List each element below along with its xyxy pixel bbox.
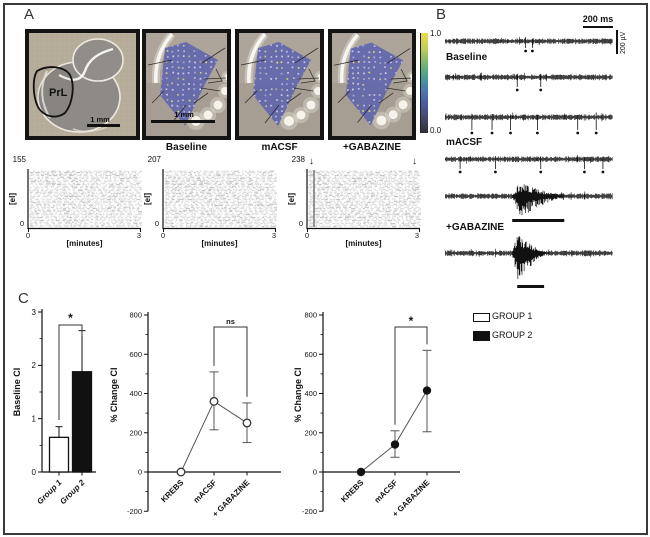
time-scale-bar bbox=[583, 26, 613, 28]
trace-macsf-1 bbox=[445, 112, 613, 135]
svg-text:KREBS: KREBS bbox=[159, 478, 186, 505]
application-arrow-right: ↓ bbox=[412, 156, 417, 167]
overlay-scale-label: 1 mm bbox=[174, 110, 194, 119]
raster1-xlabel: [minutes] bbox=[66, 239, 103, 248]
brain-slice-photo: PrL bbox=[25, 29, 140, 140]
colorbar-min-label: 0.0 bbox=[430, 126, 442, 135]
voltage-scale-label: 200 µV bbox=[620, 31, 627, 55]
svg-text:*: * bbox=[409, 314, 414, 328]
colorbar-max-label: 1.0 bbox=[430, 29, 442, 38]
condition-label-macsf: mACSF bbox=[261, 142, 298, 153]
svg-text:-200: -200 bbox=[127, 507, 142, 516]
prl-region-outline bbox=[32, 66, 74, 118]
svg-text:0: 0 bbox=[32, 468, 37, 477]
raster-plot-1 bbox=[27, 169, 142, 232]
overlay-drawing-macsf bbox=[239, 33, 320, 136]
raster2-count: 207 bbox=[147, 155, 161, 164]
slice-scale-bar bbox=[87, 124, 120, 127]
time-scale-label: 200 ms bbox=[582, 14, 614, 24]
condition-label-gabazine: +GABAZINE bbox=[342, 142, 402, 153]
voltage-scale-bar bbox=[616, 30, 618, 54]
raster1-xtick0: 0 bbox=[25, 231, 31, 240]
raster3-xtick3: 3 bbox=[414, 231, 420, 240]
raster2-ytick0: 0 bbox=[154, 219, 160, 228]
svg-text:800: 800 bbox=[129, 311, 142, 320]
raster1-count: 155 bbox=[12, 155, 26, 164]
legend-swatch-group2 bbox=[473, 331, 490, 341]
raster-plot-2 bbox=[162, 169, 277, 232]
svg-text:0: 0 bbox=[313, 468, 317, 477]
overlay-drawing-gabazine bbox=[332, 33, 412, 136]
svg-text:2: 2 bbox=[32, 361, 37, 370]
raster2-xtick3: 3 bbox=[271, 231, 277, 240]
panel-c-label: C bbox=[18, 290, 29, 307]
svg-text:Group 2: Group 2 bbox=[58, 478, 86, 506]
svg-text:mACSF: mACSF bbox=[373, 478, 400, 505]
prl-region-label: PrL bbox=[49, 87, 68, 99]
svg-text:400: 400 bbox=[304, 389, 317, 398]
raster1-ylabel: [el] bbox=[8, 193, 17, 205]
svg-text:mACSF: mACSF bbox=[192, 478, 219, 505]
raster3-ytick0: 0 bbox=[298, 219, 304, 228]
svg-text:KREBS: KREBS bbox=[339, 478, 366, 505]
svg-text:200: 200 bbox=[304, 428, 317, 437]
trace-gabazine-1 bbox=[445, 184, 613, 222]
svg-text:ns: ns bbox=[226, 317, 235, 326]
legend-swatch-group1 bbox=[473, 313, 490, 322]
svg-text:1: 1 bbox=[32, 414, 37, 423]
slice-scale-label: 1 mm bbox=[90, 115, 110, 124]
svg-text:0: 0 bbox=[138, 468, 142, 477]
overlay-photo-gabazine bbox=[328, 29, 416, 140]
condition-label-baseline: Baseline bbox=[165, 142, 208, 153]
overlay-photo-baseline bbox=[142, 29, 231, 140]
raster1-xtick3: 3 bbox=[136, 231, 142, 240]
raster3-ylabel: [el] bbox=[287, 193, 296, 205]
application-arrow-left: ↓ bbox=[309, 156, 314, 167]
trace-group-label-macsf: mACSF bbox=[446, 137, 483, 148]
raster-plot-3 bbox=[306, 169, 421, 232]
svg-text:600: 600 bbox=[304, 350, 317, 359]
raster3-count: 238 bbox=[291, 155, 305, 164]
svg-text:200: 200 bbox=[129, 428, 142, 437]
figure-border bbox=[3, 3, 648, 535]
raster2-ylabel: [el] bbox=[143, 193, 152, 205]
svg-text:-200: -200 bbox=[302, 507, 317, 516]
trace-group-label-gabazine: +GABAZINE bbox=[446, 222, 505, 233]
svg-text:400: 400 bbox=[129, 389, 142, 398]
raster1-ytick0: 0 bbox=[19, 219, 25, 228]
overlay-scale-bar bbox=[151, 120, 215, 123]
legend-label-group2: GROUP 2 bbox=[492, 330, 533, 340]
raster3-xtick0: 0 bbox=[304, 231, 310, 240]
raster2-xtick0: 0 bbox=[160, 231, 166, 240]
raster3-xlabel: [minutes] bbox=[345, 239, 382, 248]
svg-text:*: * bbox=[68, 311, 73, 325]
svg-text:% Change CI: % Change CI bbox=[109, 367, 119, 422]
brain-slice-drawing: PrL bbox=[29, 33, 136, 136]
panel-b-label: B bbox=[436, 6, 447, 23]
overlay-photo-macsf bbox=[235, 29, 324, 140]
svg-text:3: 3 bbox=[32, 308, 37, 317]
svg-text:800: 800 bbox=[304, 311, 317, 320]
trace-macsf-2 bbox=[445, 154, 613, 174]
trace-gabazine-2 bbox=[445, 236, 613, 288]
svg-text:% Change CI: % Change CI bbox=[293, 367, 303, 422]
trace-group-label-baseline: Baseline bbox=[446, 52, 488, 63]
legend-label-group1: GROUP 1 bbox=[492, 311, 533, 321]
svg-text:600: 600 bbox=[129, 350, 142, 359]
colorbar bbox=[420, 33, 428, 133]
trace-baseline-1 bbox=[445, 36, 613, 53]
raster2-xlabel: [minutes] bbox=[201, 239, 238, 248]
panel-a-label: A bbox=[24, 6, 35, 23]
trace-baseline-2 bbox=[445, 72, 613, 92]
svg-text:Baseline CI: Baseline CI bbox=[12, 368, 22, 417]
